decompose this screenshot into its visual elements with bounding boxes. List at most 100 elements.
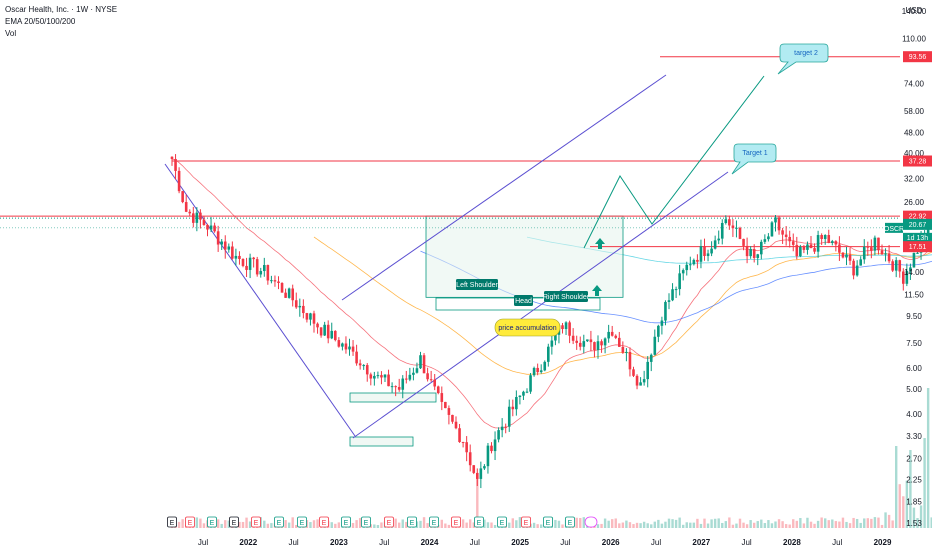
volume-bar — [394, 518, 397, 528]
volume-bar — [440, 519, 443, 528]
candle-body — [387, 374, 390, 387]
support-rectangle[interactable] — [349, 392, 437, 403]
volume-bar — [767, 520, 770, 528]
earnings-marker[interactable] — [207, 516, 217, 528]
candle-body — [287, 288, 291, 298]
volume-bar — [561, 524, 564, 528]
candle-body — [543, 361, 547, 371]
downtrend-line[interactable] — [164, 163, 356, 437]
annotations[interactable]: target 2 Target 1 Left Shoulder Head Right S… — [456, 43, 829, 337]
channel-upper-line[interactable] — [341, 74, 667, 301]
upcoming-earnings-marker[interactable] — [584, 516, 598, 528]
earnings-marker-label: E — [500, 520, 505, 527]
volume-bar — [447, 524, 451, 528]
price-tag: 20.67 — [909, 222, 927, 229]
x-tick-label: Jul — [651, 538, 661, 547]
earnings-marker[interactable] — [384, 516, 394, 528]
volume-bar — [689, 522, 692, 528]
volume-bar — [405, 521, 408, 528]
candle-body — [309, 313, 312, 320]
volume-bar — [632, 524, 635, 528]
earnings-marker[interactable] — [521, 516, 531, 528]
candle-body — [451, 414, 454, 422]
volume-legend[interactable]: Vol — [5, 29, 17, 38]
volume-bar — [415, 521, 419, 528]
candle-body — [199, 212, 202, 220]
candle-body — [507, 406, 511, 427]
candle-body — [788, 236, 791, 242]
earnings-marker[interactable] — [185, 516, 195, 528]
earnings-marker[interactable] — [543, 516, 553, 528]
candle-body — [365, 365, 369, 375]
candle-body — [649, 354, 653, 362]
candle-body — [838, 244, 841, 253]
earnings-marker[interactable] — [341, 516, 351, 528]
volume-bar — [667, 518, 671, 528]
x-tick-label: 2024 — [421, 538, 439, 547]
earnings-marker[interactable] — [297, 516, 307, 528]
candle-body — [316, 323, 319, 328]
volume-bar — [784, 524, 788, 528]
candle-body — [532, 367, 536, 376]
candle-body — [358, 363, 362, 366]
x-tick-label: Jul — [741, 538, 751, 547]
volume-bar — [831, 519, 834, 528]
y-tick-label: 9.50 — [906, 312, 922, 321]
volume-bar — [483, 519, 486, 528]
earnings-marker[interactable] — [319, 516, 329, 528]
x-tick-label: 2023 — [330, 538, 348, 547]
earnings-marker[interactable] — [407, 516, 417, 528]
candle-body — [266, 265, 270, 281]
candle-body — [674, 289, 678, 291]
y-tick-label: 11.50 — [904, 290, 924, 299]
earnings-marker-label: E — [210, 520, 215, 527]
channel-lower-line[interactable] — [352, 171, 729, 439]
x-tick-label: Jul — [832, 538, 842, 547]
ema-indicator-legend[interactable]: EMA 20/50/100/200 — [5, 17, 76, 26]
earnings-marker[interactable] — [451, 516, 461, 528]
y-axis[interactable]: USD 1.53 1.85 2.25 2.70 3.30 4.00 5.00 6.00 7.50 9… — [884, 6, 932, 528]
countdown-tag-bg — [903, 232, 932, 242]
earnings-marker-label: E — [454, 520, 459, 527]
y-tick-label: 5.00 — [906, 385, 922, 394]
price-accumulation-label: price accumulation — [498, 325, 556, 332]
price-tag: 37.28 — [909, 159, 927, 166]
candle-body — [884, 253, 887, 255]
earnings-marker[interactable] — [474, 516, 484, 528]
candle-body — [263, 265, 266, 272]
earnings-marker[interactable] — [251, 516, 261, 528]
volume-bar — [220, 523, 223, 528]
target-2-callout[interactable] — [777, 43, 829, 75]
earnings-marker[interactable] — [274, 516, 284, 528]
volume-bar — [763, 523, 767, 528]
volume-bar — [721, 522, 724, 528]
volume-bar — [792, 519, 795, 528]
volume-bar — [337, 522, 341, 528]
volume-bar — [682, 524, 685, 528]
horizontal-levels[interactable] — [0, 56, 900, 248]
price-accumulation-bg[interactable] — [494, 318, 561, 337]
projection-path[interactable] — [583, 75, 765, 249]
earnings-marker[interactable] — [229, 516, 239, 528]
earnings-marker[interactable] — [565, 516, 575, 528]
candle-body — [294, 300, 298, 308]
earnings-marker[interactable] — [167, 516, 177, 528]
support-rectangle[interactable] — [349, 436, 414, 447]
x-axis[interactable]: Jul 2022 Jul 2023 Jul 2024 Jul 2025 Jul 2026 Jul 20… — [198, 538, 892, 547]
volume-bar — [898, 484, 901, 528]
target-1-callout[interactable] — [731, 143, 777, 175]
volume-bar — [926, 388, 930, 528]
candle-body — [518, 395, 522, 398]
candle-body — [170, 156, 174, 159]
earnings-marker[interactable] — [497, 516, 507, 528]
volume-bar — [557, 520, 561, 528]
earnings-marker[interactable] — [429, 516, 439, 528]
candle-body — [610, 331, 614, 336]
candle-body — [252, 257, 255, 260]
volume-bar — [607, 520, 610, 528]
earnings-marker[interactable] — [361, 516, 371, 528]
volume-bar — [866, 518, 869, 528]
candle-body — [841, 252, 845, 258]
